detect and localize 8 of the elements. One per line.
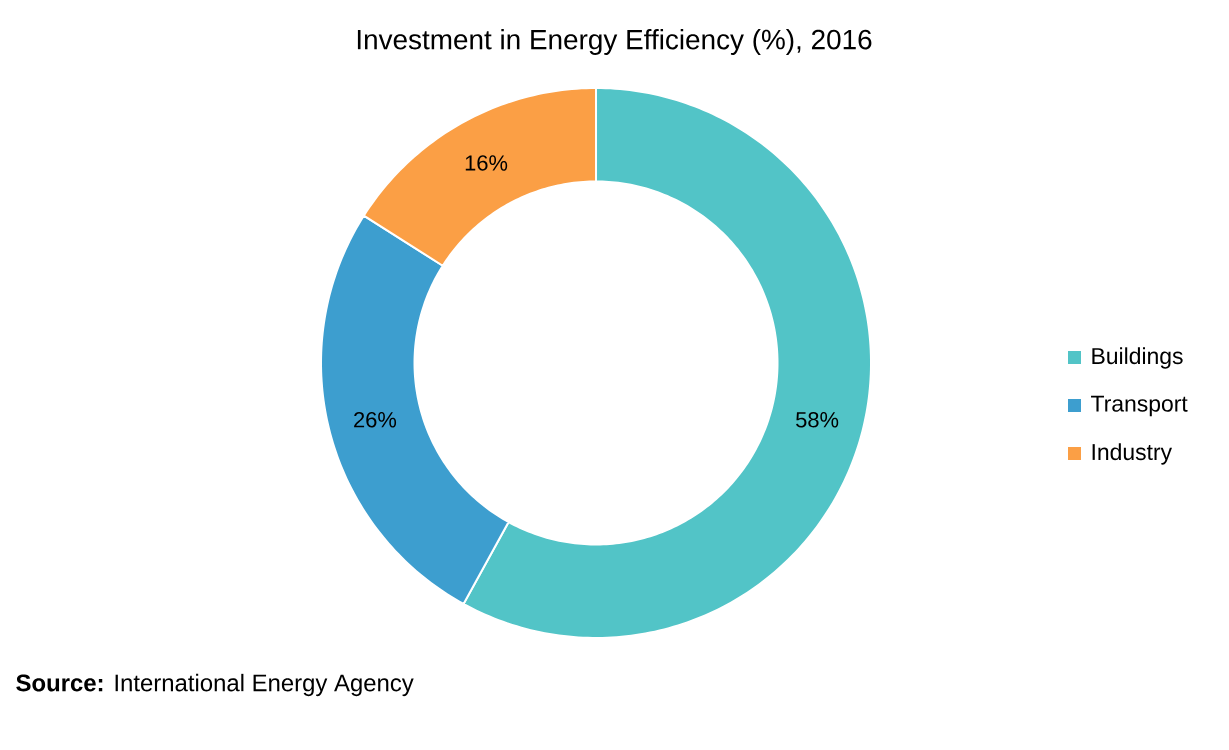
data-label: 26% bbox=[354, 411, 397, 428]
chart-title: Investment in Energy Efficiency (%), 2016 bbox=[357, 29, 872, 55]
legend-label: Buildings bbox=[1092, 347, 1183, 369]
data-label: 16% bbox=[465, 155, 508, 171]
legend-label: Industry bbox=[1092, 443, 1172, 465]
text: Source: International Energy Agency bbox=[16, 673, 414, 697]
legend-label: Transport bbox=[1091, 395, 1188, 417]
data-label: 58% bbox=[796, 411, 839, 428]
